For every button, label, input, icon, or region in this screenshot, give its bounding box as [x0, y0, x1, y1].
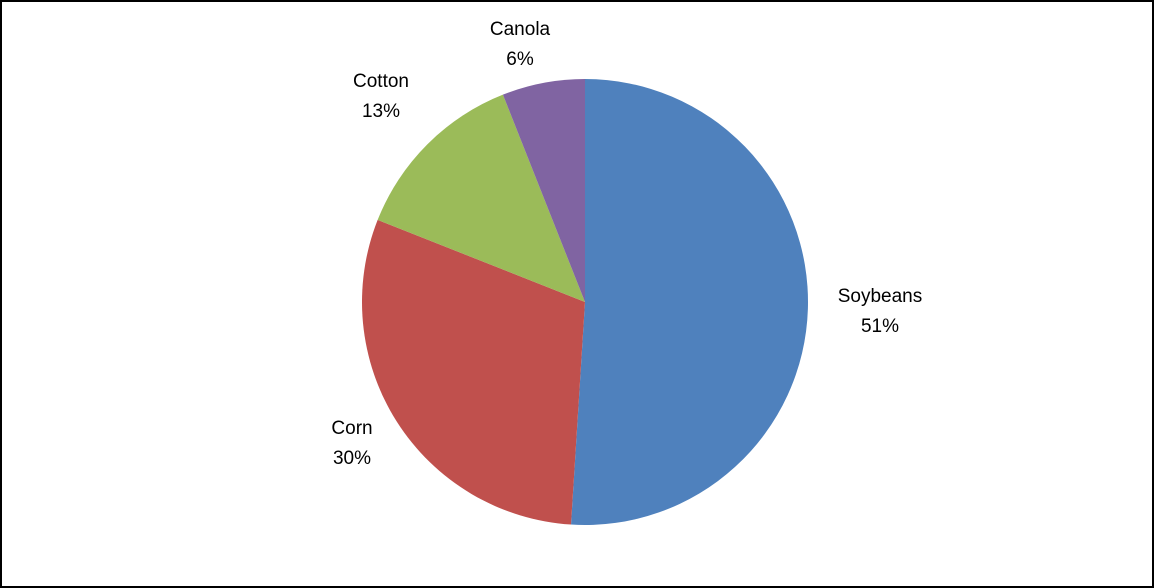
- pie-label-cotton: Cotton 13%: [353, 71, 409, 122]
- pie-label-percent: 6%: [506, 49, 534, 70]
- pie-label-soybeans: Soybeans 51%: [838, 286, 923, 337]
- pie-slice-canola: [502, 79, 585, 302]
- pie-label-percent: 13%: [362, 101, 400, 122]
- pie-slice-cotton: [377, 94, 585, 302]
- pie-label-name: Soybeans: [838, 286, 923, 307]
- pie-label-corn: Corn 30%: [331, 418, 372, 469]
- pie-slice-corn: [362, 219, 585, 525]
- pie-slices: [362, 79, 809, 525]
- pie-slice-soybeans: [571, 79, 809, 525]
- pie-label-name: Corn: [331, 418, 372, 439]
- pie-label-name: Canola: [490, 19, 551, 40]
- pie-label-percent: 30%: [333, 448, 371, 469]
- pie-label-name: Cotton: [353, 71, 409, 92]
- pie-label-percent: 51%: [861, 316, 899, 337]
- pie-labels: Soybeans 51% Corn 30% Cotton 13% Canola 6%: [331, 19, 922, 469]
- pie-label-canola: Canola 6%: [490, 19, 551, 70]
